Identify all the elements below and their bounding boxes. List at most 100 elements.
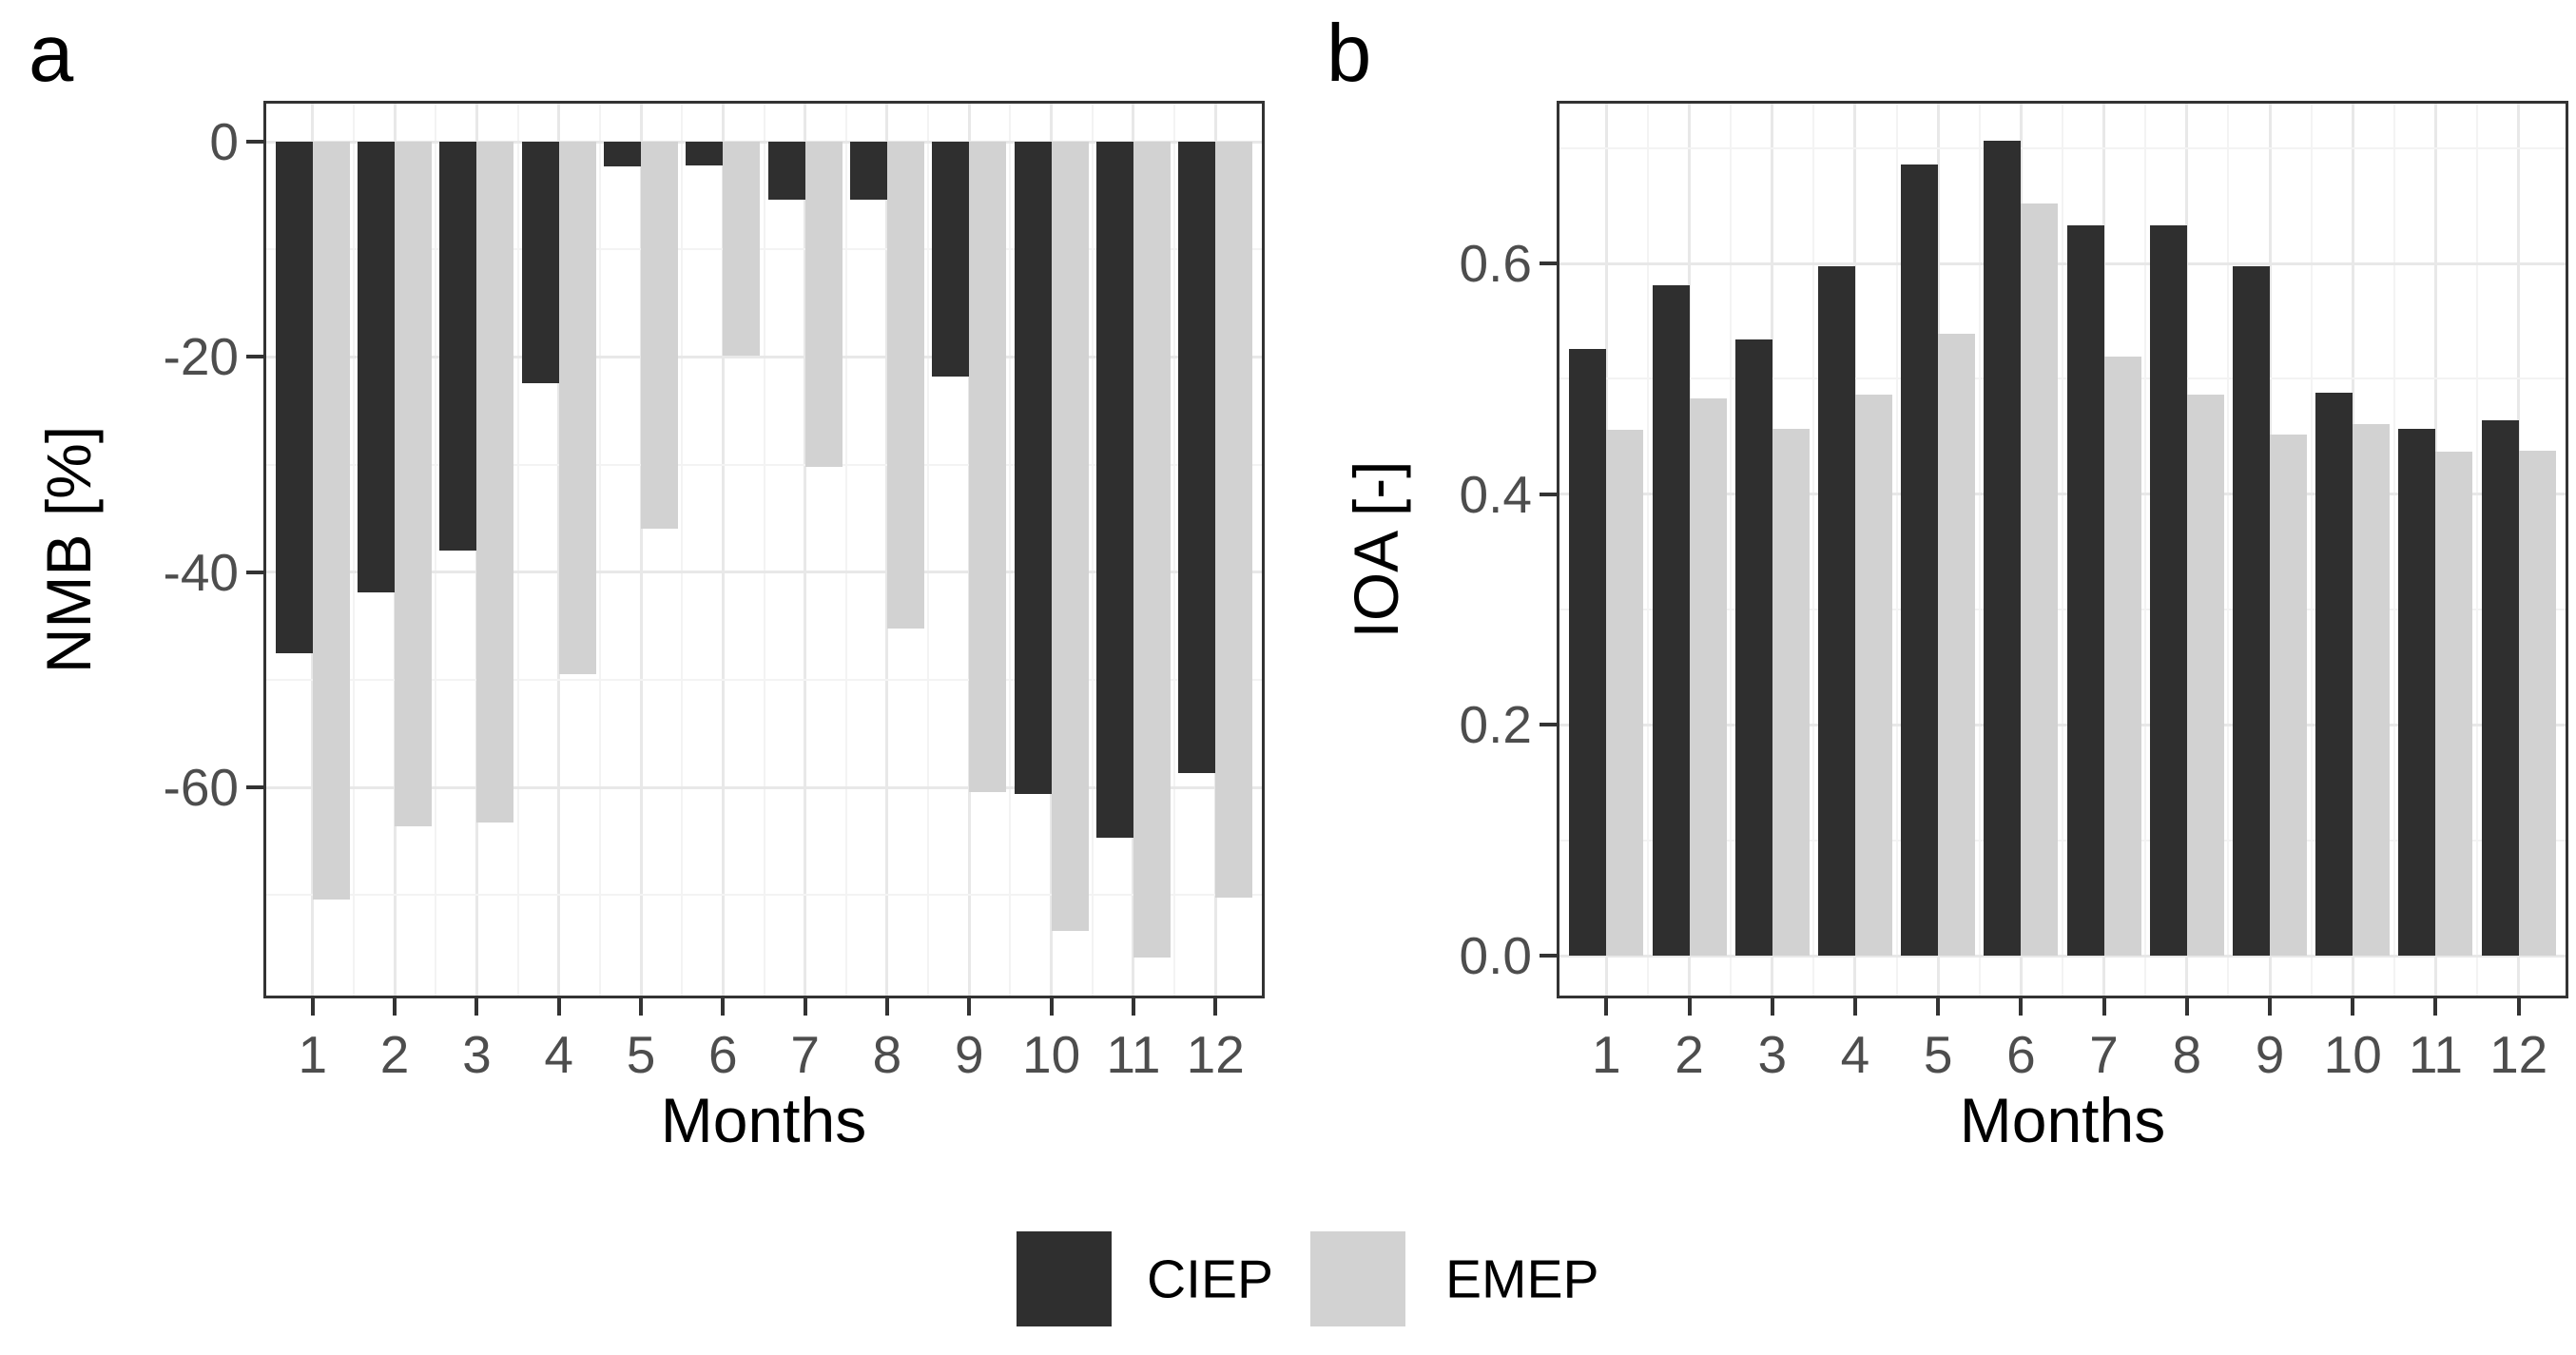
bar-emep-month-3 — [1772, 428, 1810, 957]
bar-emep-month-12 — [1215, 142, 1253, 898]
bar-emep-month-8 — [2186, 395, 2224, 957]
bar-emep-month-3 — [476, 142, 514, 823]
y-minor-gridline — [1557, 146, 2568, 149]
x-axis-tick — [2184, 998, 2189, 1016]
bar-emep-month-9 — [969, 142, 1007, 792]
bar-ciep-month-6 — [686, 142, 724, 165]
x-major-gridline — [639, 101, 643, 998]
panel-a-x-axis-title: Months — [660, 1085, 867, 1155]
y-axis-tick-label: 0 — [209, 112, 239, 171]
bar-ciep-month-5 — [604, 142, 642, 167]
x-major-gridline — [721, 101, 725, 998]
y-axis-tick — [1540, 261, 1557, 266]
bar-emep-month-8 — [886, 142, 924, 629]
x-axis-tick-label: 4 — [544, 1025, 574, 1084]
y-major-gridline — [263, 140, 1265, 144]
bar-emep-month-10 — [2353, 423, 2391, 957]
bar-ciep-month-8 — [2149, 225, 2187, 957]
y-axis-tick-label: -60 — [163, 758, 240, 818]
x-minor-gridline — [1646, 101, 1649, 998]
bar-emep-month-6 — [723, 142, 761, 357]
x-minor-gridline — [2144, 101, 2147, 998]
x-axis-tick — [1852, 998, 1857, 1016]
x-axis-tick-label: 4 — [1840, 1025, 1870, 1084]
y-axis-tick — [1540, 954, 1557, 958]
x-minor-gridline — [2310, 101, 2313, 998]
x-minor-gridline — [435, 101, 437, 998]
bar-ciep-month-11 — [2398, 428, 2436, 957]
y-minor-gridline — [1557, 839, 2568, 842]
bar-ciep-month-10 — [2315, 392, 2353, 957]
x-axis-tick-label: 9 — [954, 1025, 984, 1084]
y-axis-tick — [246, 140, 263, 144]
panel-b-plot-area — [1557, 101, 2568, 998]
bar-ciep-month-1 — [275, 142, 313, 653]
x-minor-gridline — [2227, 101, 2230, 998]
y-minor-gridline — [1557, 609, 2568, 611]
x-minor-gridline — [2392, 101, 2395, 998]
x-axis-tick — [556, 998, 561, 1016]
bar-ciep-month-6 — [1984, 141, 2022, 957]
y-major-gridline — [1557, 493, 2568, 496]
bar-emep-month-4 — [1854, 395, 1892, 957]
x-axis-tick-label: 5 — [626, 1025, 656, 1084]
x-axis-tick — [475, 998, 479, 1016]
y-minor-gridline — [263, 248, 1265, 251]
bar-ciep-month-3 — [1734, 339, 1772, 957]
x-minor-gridline — [1895, 101, 1898, 998]
bar-ciep-month-1 — [1569, 348, 1607, 957]
bar-ciep-month-5 — [1901, 164, 1939, 957]
x-axis-tick — [967, 998, 972, 1016]
bar-emep-month-2 — [395, 142, 433, 826]
x-minor-gridline — [2062, 101, 2063, 998]
bar-ciep-month-2 — [1652, 285, 1690, 957]
bar-ciep-month-10 — [1014, 142, 1052, 794]
legend-label-ciep: CIEP — [1147, 1249, 1274, 1310]
x-axis-tick-label: 1 — [1592, 1025, 1621, 1084]
bar-ciep-month-4 — [1817, 265, 1855, 957]
x-minor-gridline — [927, 101, 930, 998]
x-minor-gridline — [352, 101, 355, 998]
x-axis-tick-label: 11 — [2408, 1025, 2464, 1084]
bar-emep-month-1 — [1606, 429, 1644, 957]
x-axis-tick — [1770, 998, 1774, 1016]
x-axis-tick — [639, 998, 644, 1016]
panel-b-y-axis-title: IOA [-] — [1341, 460, 1411, 639]
x-axis-tick — [1131, 998, 1135, 1016]
y-major-gridline — [263, 355, 1265, 358]
x-axis-tick-label: 9 — [2255, 1025, 2285, 1084]
x-axis-tick-label: 2 — [1675, 1025, 1704, 1084]
x-minor-gridline — [598, 101, 601, 998]
x-minor-gridline — [681, 101, 684, 998]
bar-emep-month-11 — [2435, 451, 2473, 957]
x-axis-tick-label: 10 — [1021, 1025, 1081, 1084]
x-axis-tick — [1604, 998, 1609, 1016]
bar-ciep-month-12 — [2481, 420, 2519, 957]
x-axis-tick — [2516, 998, 2521, 1016]
x-axis-tick-label: 11 — [1106, 1025, 1161, 1084]
panel-a-y-axis-title: NMB [%] — [33, 425, 104, 674]
bar-ciep-month-8 — [849, 142, 887, 201]
x-axis-tick-label: 2 — [379, 1025, 410, 1084]
y-axis-tick — [1540, 492, 1557, 496]
x-axis-tick-label: 7 — [790, 1025, 820, 1084]
y-major-gridline — [1557, 261, 2568, 265]
x-minor-gridline — [1812, 101, 1815, 998]
x-axis-tick-label: 8 — [2172, 1025, 2202, 1084]
panel-a-plot-area — [263, 101, 1265, 998]
legend-key-emep — [1310, 1231, 1405, 1326]
bar-emep-month-7 — [2103, 357, 2141, 957]
y-minor-gridline — [263, 678, 1265, 681]
y-axis-tick-label: 0.4 — [1459, 464, 1532, 524]
x-axis-tick — [2433, 998, 2438, 1016]
bar-ciep-month-3 — [439, 142, 477, 552]
x-axis-tick-label: 10 — [2323, 1025, 2382, 1084]
x-axis-tick-label: 3 — [462, 1025, 492, 1084]
bar-emep-month-11 — [1133, 142, 1171, 958]
x-minor-gridline — [1978, 101, 1981, 998]
x-axis-tick — [2351, 998, 2355, 1016]
y-major-gridline — [263, 571, 1265, 574]
x-axis-tick — [310, 998, 315, 1016]
x-minor-gridline — [1730, 101, 1733, 998]
